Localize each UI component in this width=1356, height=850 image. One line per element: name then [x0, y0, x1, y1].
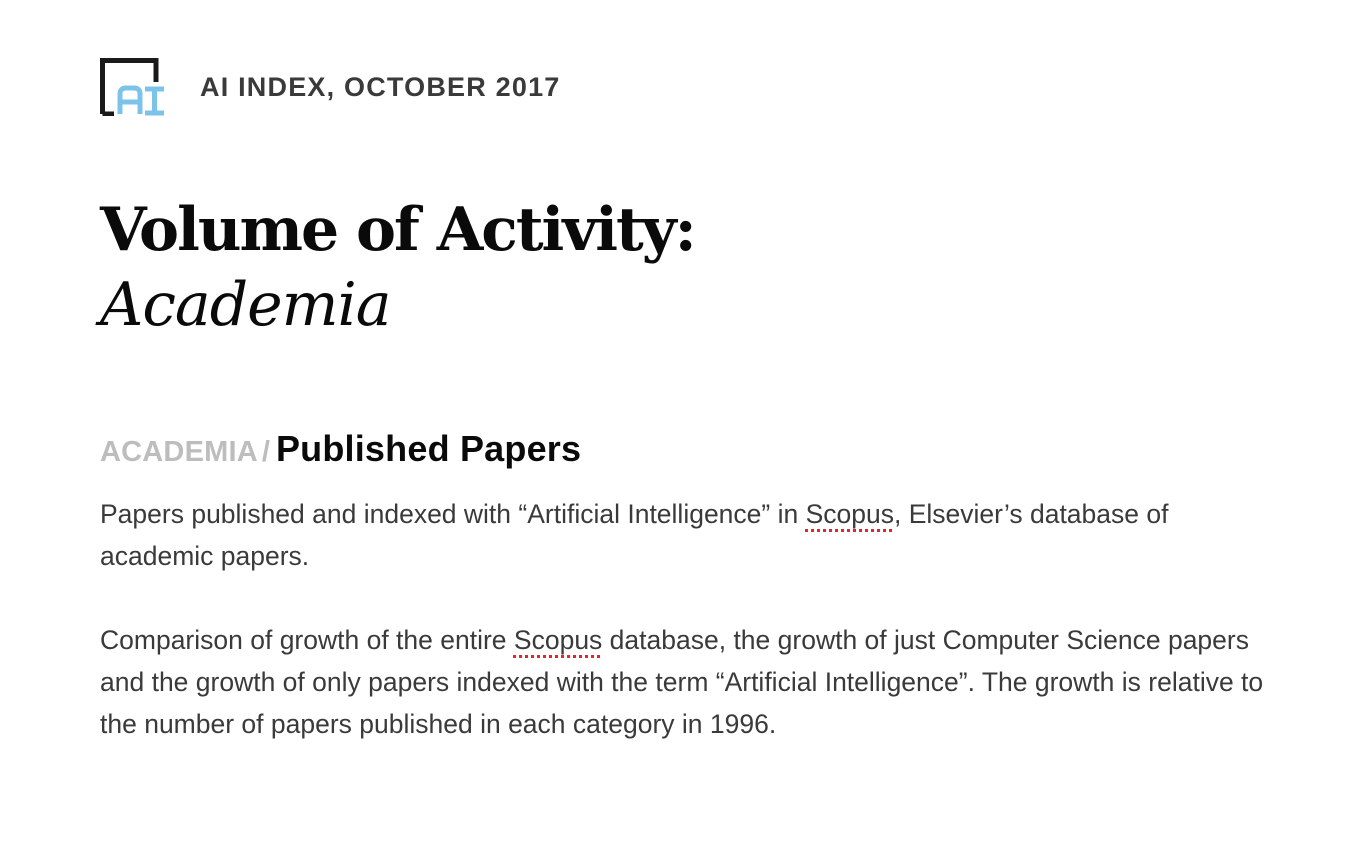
ai-index-logo	[100, 58, 164, 116]
comparison-paragraph: Comparison of growth of the entire Scopu…	[100, 619, 1270, 745]
paragraph-text: Papers published and indexed with “Artif…	[100, 499, 806, 529]
description-paragraph: Papers published and indexed with “Artif…	[100, 493, 1270, 577]
paragraph-text: , Elsevier’s database of academic papers…	[100, 499, 1169, 571]
spellcheck-flagged-word[interactable]: Scopus	[805, 499, 894, 529]
report-title: AI INDEX, OCTOBER 2017	[200, 71, 561, 102]
breadcrumb-separator: /	[261, 436, 270, 468]
breadcrumb-academia: ACADEMIA	[100, 436, 258, 468]
page-title: Volume of Activity: Academia	[100, 192, 697, 342]
paragraph-text: database, the growth of just Computer Sc…	[100, 625, 1264, 739]
page-title-subtitle: Academia	[100, 270, 391, 340]
paragraph-text: Comparison of growth of the entire	[100, 625, 514, 655]
report-header: AI INDEX, OCTOBER 2017	[100, 58, 561, 116]
section-title: Published Papers	[275, 428, 582, 469]
spellcheck-flagged-word[interactable]: Scopus	[513, 625, 603, 655]
section-heading: ACADEMIA / Published Papers	[100, 428, 581, 470]
page-title-main: Volume of Activity:	[100, 195, 697, 265]
